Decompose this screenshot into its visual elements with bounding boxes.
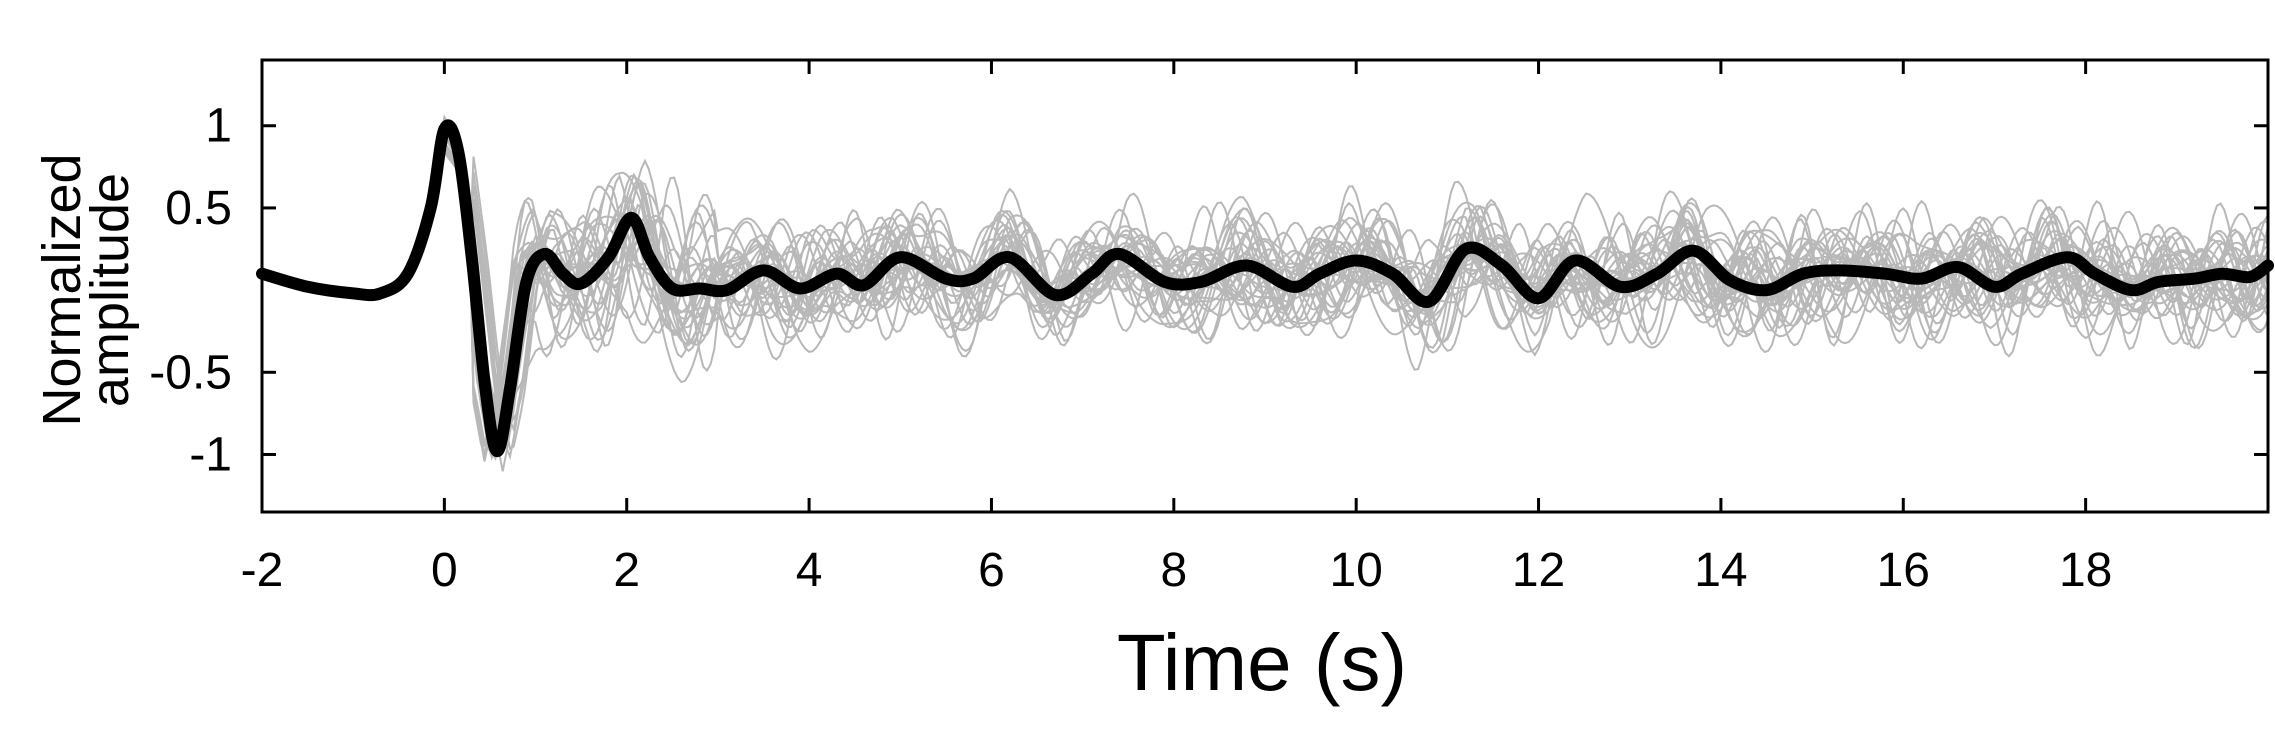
y-tick-labels: 1 0.5 -0.5 -1 — [149, 100, 232, 482]
individual-trace — [261, 134, 2269, 461]
x-tick-label: 18 — [2059, 544, 2112, 597]
individual-trace — [261, 145, 2269, 437]
individual-trace — [261, 127, 2269, 448]
x-tick-label: -2 — [241, 544, 284, 597]
y-tick-label: 1 — [205, 100, 232, 153]
individual-trace — [261, 150, 2269, 431]
y-tick-label: -0.5 — [149, 346, 232, 399]
individual-trace — [261, 133, 2269, 442]
x-tick-labels: -2 0 2 4 6 8 10 12 14 16 18 — [241, 544, 2113, 597]
individual-trace — [261, 147, 2269, 409]
axis-ticks — [260, 60, 2268, 512]
x-tick-label: 6 — [978, 544, 1005, 597]
mean-trace-group — [256, 119, 2274, 458]
mean-trace — [256, 119, 2274, 458]
individual-trace — [261, 142, 2269, 437]
individual-traces — [261, 114, 2269, 472]
y-axis-title-line-1: Normalized — [32, 153, 92, 426]
individual-trace — [261, 120, 2269, 461]
x-tick-label: 4 — [796, 544, 823, 597]
x-tick-label: 10 — [1329, 544, 1382, 597]
x-tick-label: 8 — [1160, 544, 1187, 597]
x-tick-label: 12 — [1512, 544, 1565, 597]
individual-trace — [261, 128, 2269, 449]
y-tick-label: 0.5 — [165, 182, 232, 235]
individual-trace — [261, 133, 2269, 433]
x-tick-label: 0 — [431, 544, 458, 597]
x-tick-label: 16 — [1877, 544, 1930, 597]
x-tick-label: 2 — [613, 544, 640, 597]
x-tick-label: 14 — [1694, 544, 1747, 597]
y-tick-label: -1 — [189, 428, 232, 481]
x-axis-title: Time (s) — [1117, 618, 1407, 707]
plot-frame — [260, 58, 2270, 514]
y-axis-title-line-2: amplitude — [80, 173, 140, 407]
